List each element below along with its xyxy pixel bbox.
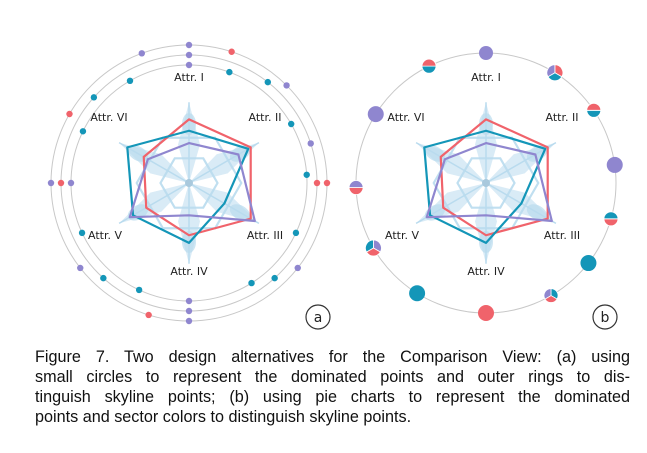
axis-label: Attr. VI	[90, 111, 127, 124]
dominated-point-dot[interactable]	[138, 50, 146, 57]
radar-axis-line	[415, 141, 487, 184]
panel-b: Attr. I Attr. II Attr. III Attr. IV Attr. V A…	[348, 46, 623, 330]
radar-grid-web	[159, 157, 219, 209]
dominated-point-dot[interactable]	[313, 179, 321, 187]
dominated-point-dot[interactable]	[145, 311, 152, 319]
dominated-point-dot[interactable]	[57, 179, 65, 187]
dominated-point-pie[interactable]	[479, 46, 493, 60]
dominated-point-dot[interactable]	[185, 317, 193, 325]
caption-line: small circles to represent the dominated…	[35, 368, 630, 386]
dominated-point-dot[interactable]	[264, 78, 272, 86]
dominated-point-dot[interactable]	[323, 179, 331, 187]
dominated-point-dot[interactable]	[185, 297, 193, 305]
panel-tag-circle	[592, 304, 618, 330]
dominated-point-pie[interactable]	[580, 255, 597, 272]
axis-label: Attr. V	[88, 229, 122, 242]
dominated-point-dot[interactable]	[126, 77, 134, 85]
panel-tag-circle	[305, 304, 331, 330]
panel-a: Attr. I Attr. II Attr. III Attr. IV Attr. V A…	[47, 41, 331, 330]
dominated-point-pie[interactable]	[546, 64, 564, 82]
axis-label: Attr. III	[247, 229, 283, 242]
dominated-point-pie[interactable]	[367, 106, 384, 123]
dominated-point-dot[interactable]	[100, 274, 107, 282]
axis-label: Attr. I	[174, 71, 204, 84]
axis-label: Attr. II	[249, 111, 282, 124]
dominated-point-dot[interactable]	[66, 110, 73, 118]
dominated-point-pie[interactable]	[478, 305, 494, 321]
radar-series-teal	[126, 129, 250, 244]
axis-label: Attr. IV	[467, 265, 505, 278]
radar-center	[482, 179, 490, 187]
dominated-point-pie[interactable]	[586, 102, 602, 118]
radar-series-purple	[128, 142, 256, 223]
figure-caption: Figure 7. Two design alternatives for th…	[35, 347, 630, 427]
dominated-point-dot[interactable]	[226, 68, 233, 76]
dominated-point-dot[interactable]	[90, 94, 98, 101]
dominated-point-dot[interactable]	[185, 61, 193, 69]
dominated-point-dot[interactable]	[271, 274, 278, 282]
axis-label: Attr. V	[385, 229, 419, 242]
axis-label: Attr. IV	[170, 265, 208, 278]
dominated-point-dot[interactable]	[228, 48, 235, 55]
dominated-point-dot[interactable]	[303, 171, 310, 178]
axis-label: Attr. VI	[387, 111, 424, 124]
dominated-point-dot[interactable]	[77, 264, 84, 272]
dominated-point-dot[interactable]	[185, 41, 193, 49]
dominated-point-dot[interactable]	[67, 179, 75, 187]
radar-center	[185, 179, 193, 187]
dominated-point-dot[interactable]	[292, 229, 300, 237]
axis-label: Attr. III	[544, 229, 580, 242]
radar-series-purple	[425, 142, 553, 223]
radar-series-red	[142, 118, 252, 237]
dominated-point-pie[interactable]	[543, 288, 559, 303]
caption-line: Figure 7. Two design alternatives for th…	[35, 348, 630, 366]
dominated-point-pie[interactable]	[348, 180, 364, 195]
dominated-point-pie[interactable]	[603, 211, 619, 227]
dominated-point-dot[interactable]	[287, 120, 295, 128]
dominated-point-dot[interactable]	[185, 51, 193, 59]
dominated-point-dot[interactable]	[135, 286, 143, 294]
caption-line: points and sector colors to distinguish …	[35, 408, 412, 426]
dominated-point-dot[interactable]	[307, 140, 314, 147]
panel-tag-label: a	[314, 310, 323, 326]
dominated-point-pie[interactable]	[606, 156, 623, 173]
dominated-point-dot[interactable]	[78, 229, 86, 237]
radar-series-teal	[423, 129, 547, 244]
axis-label: Attr. II	[546, 111, 579, 124]
dominated-point-pie[interactable]	[409, 285, 426, 302]
figure-panels: Attr. I Attr. II Attr. III Attr. IV Attr. V A…	[47, 41, 623, 330]
dominated-point-dot[interactable]	[79, 128, 87, 135]
panel-tag-label: b	[601, 310, 610, 326]
dominated-point-dot[interactable]	[283, 82, 290, 89]
radar-grid-web	[456, 157, 516, 209]
dominated-point-dot[interactable]	[47, 179, 55, 187]
radar-series-red	[439, 118, 549, 237]
dominated-point-pie[interactable]	[365, 239, 382, 257]
axis-label: Attr. I	[471, 71, 501, 84]
caption-line: tinguish skyline points; (b) using pie c…	[35, 388, 630, 406]
dominated-point-pie[interactable]	[421, 58, 437, 74]
dominated-point-dot[interactable]	[185, 307, 193, 315]
dominated-point-dot[interactable]	[294, 264, 301, 272]
dominated-point-dot[interactable]	[248, 279, 255, 287]
radar-axis-line	[118, 141, 190, 184]
